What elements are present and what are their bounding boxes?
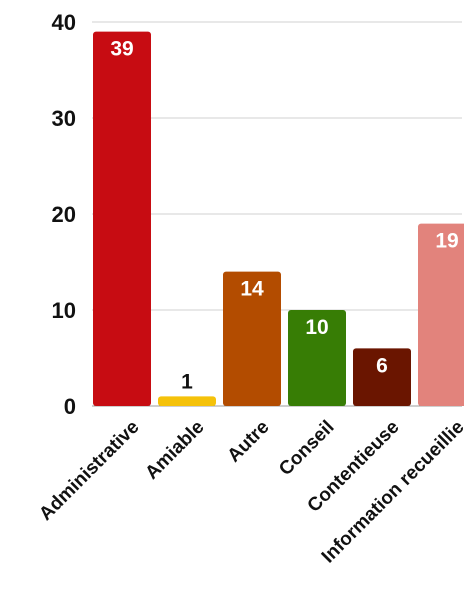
data-label: 1	[181, 370, 193, 393]
data-label: 39	[110, 38, 133, 61]
y-tick-label: 10	[52, 298, 76, 323]
bar	[288, 310, 346, 406]
y-tick-label: 0	[64, 394, 76, 419]
x-tick-label: Administrative	[35, 417, 143, 525]
bar	[353, 348, 411, 406]
data-label: 19	[435, 230, 458, 253]
bar	[93, 31, 151, 406]
x-tick-label: Amiable	[141, 417, 208, 484]
bars	[93, 31, 464, 406]
x-tick-label: Autre	[224, 417, 274, 467]
data-label: 14	[240, 278, 264, 301]
bar	[223, 271, 281, 406]
data-label: 6	[376, 354, 388, 377]
data-labels: 39 1 14 10 6 19	[110, 38, 458, 394]
y-tick-label: 30	[52, 106, 76, 131]
bar	[418, 223, 464, 406]
y-axis: 0 10 20 30 40	[52, 10, 76, 419]
data-label: 10	[305, 316, 328, 339]
bar	[158, 396, 216, 406]
y-tick-label: 40	[52, 10, 76, 35]
y-tick-label: 20	[52, 202, 76, 227]
x-tick-label: Conseil	[275, 417, 338, 480]
